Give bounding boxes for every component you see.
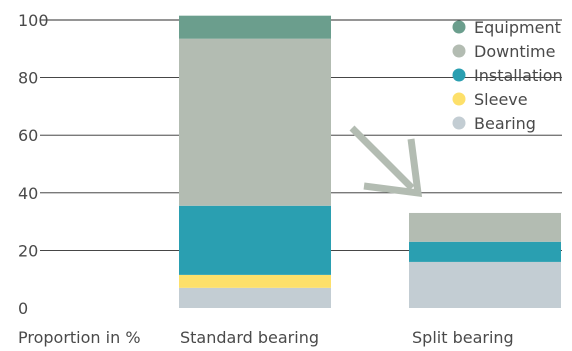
legend-label-bearing: Bearing xyxy=(474,114,536,133)
legend-swatch-equipment xyxy=(452,20,466,34)
legend-label-sleeve: Sleeve xyxy=(474,90,528,109)
legend-label-installation: Installation xyxy=(474,66,563,85)
trend-arrow xyxy=(349,125,423,198)
legend: Equipment Downtime Installation Sleeve Beari… xyxy=(452,18,563,133)
bar-standard-bearing-sleeve xyxy=(179,274,331,288)
legend-swatch-downtime xyxy=(452,44,466,58)
bar-standard-bearing-downtime xyxy=(179,38,331,206)
trend-arrow-shaft xyxy=(349,125,415,191)
bar-split-bearing-bearing xyxy=(409,261,561,308)
x-axis-title: Proportion in % xyxy=(18,328,141,347)
category-label-split-bearing: Split bearing xyxy=(412,328,514,347)
y-tick-label-0: 0 xyxy=(18,299,28,318)
trend-arrow-head xyxy=(363,138,423,198)
bar-split-bearing-installation xyxy=(409,241,561,262)
bars xyxy=(179,15,561,308)
y-tick-label-80: 80 xyxy=(18,69,38,88)
legend-swatch-bearing xyxy=(452,116,466,130)
bar-standard-bearing-bearing xyxy=(179,287,331,308)
bar-split-bearing-downtime xyxy=(409,212,561,242)
y-axis-ticks: 0 20 40 60 80 100 xyxy=(18,11,49,318)
y-tick-label-40: 40 xyxy=(18,184,38,203)
category-label-standard-bearing: Standard bearing xyxy=(180,328,319,347)
y-tick-label-20: 20 xyxy=(18,241,38,260)
legend-swatch-sleeve xyxy=(452,92,466,106)
legend-swatch-installation xyxy=(452,68,466,82)
bar-standard-bearing-installation xyxy=(179,205,331,275)
x-axis-labels: Proportion in % Standard bearing Split b… xyxy=(18,328,514,347)
legend-label-downtime: Downtime xyxy=(474,42,555,61)
bar-standard-bearing-equipment xyxy=(179,15,331,39)
y-tick-label-60: 60 xyxy=(18,126,38,145)
legend-label-equipment: Equipment xyxy=(474,18,561,37)
y-tick-label-100: 100 xyxy=(18,11,49,30)
